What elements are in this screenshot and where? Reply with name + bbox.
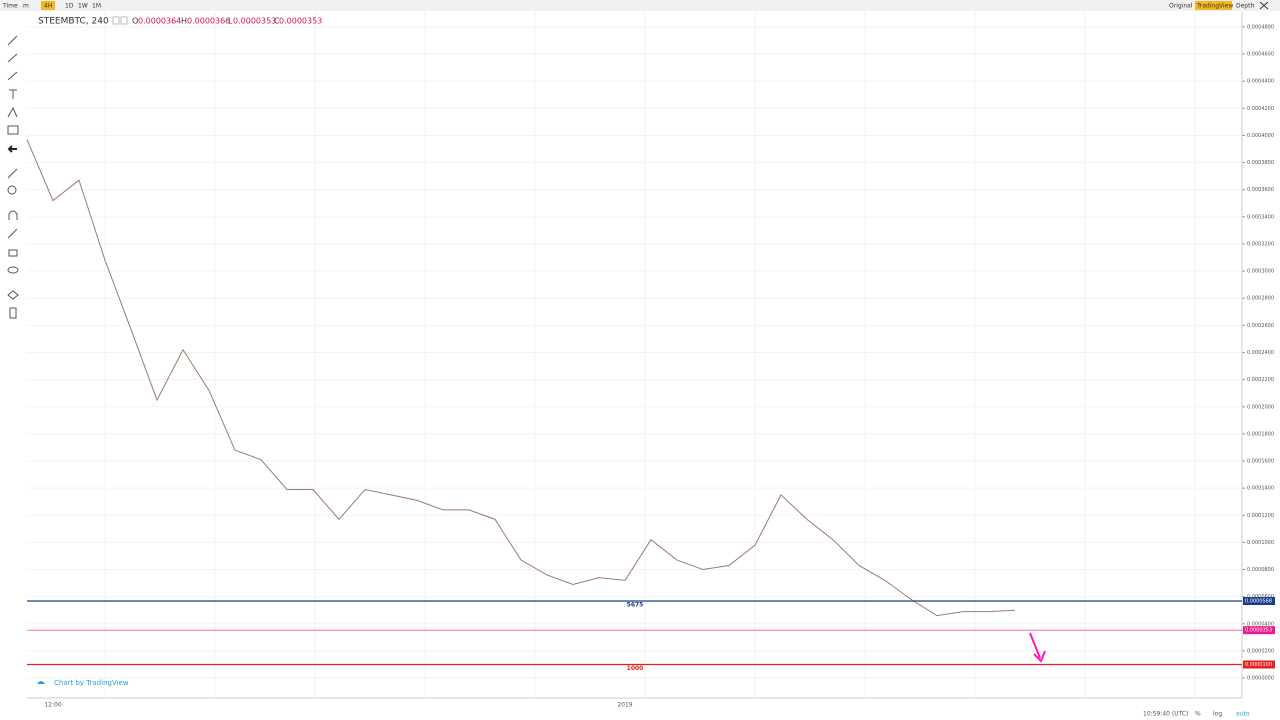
toolbar-item[interactable]: 1M — [92, 3, 101, 10]
clock: 10:59:40 (UTC) — [1143, 711, 1188, 718]
legend: STEEMBTC, 240 O 0.0000364 H 0.0000366 L … — [38, 16, 322, 27]
y-tick-label: 0.0004200 — [1247, 106, 1274, 112]
footer-button[interactable]: % — [1195, 711, 1201, 718]
legend-value: 0.0000364 — [138, 17, 181, 26]
price-tag-label: 0.0000568 — [1245, 599, 1272, 605]
legend-value: 0.0000366 — [187, 17, 230, 26]
y-tick-label: 0.0004400 — [1247, 79, 1274, 85]
toolbar-item[interactable]: Time — [2, 3, 18, 10]
y-tick-label: 0.0000200 — [1247, 648, 1274, 654]
vertical-grid — [104, 12, 1196, 698]
toolbar-item[interactable]: 1W — [78, 3, 88, 10]
toolbar-item[interactable]: m — [23, 3, 29, 10]
active-interval — [41, 1, 55, 10]
y-tick-label: 0.0000000 — [1247, 676, 1274, 682]
y-tick-label: 0.0003600 — [1247, 187, 1274, 193]
y-tick-label: 0.0001200 — [1247, 513, 1274, 519]
x-tick-label: 12:00 — [44, 702, 61, 709]
price-tag-label: 0.0000353 — [1245, 628, 1272, 634]
legend-value: 0.0000353 — [233, 17, 276, 26]
price-tag — [1243, 597, 1275, 606]
symbol: STEEMBTC, 240 — [38, 17, 109, 27]
y-tick-label: 0.0002200 — [1247, 377, 1274, 383]
toolbar-item[interactable]: 1D — [65, 3, 74, 10]
legend-button[interactable] — [120, 16, 128, 25]
y-tick-label: 0.0003800 — [1247, 160, 1274, 166]
y-tick-label: 0.0004800 — [1247, 24, 1274, 30]
toolbar-texts: Time m 4H 1D 1W 1M Original TradingView … — [2, 3, 1254, 10]
toolbar-item[interactable]: Depth — [1236, 3, 1254, 10]
y-tick-label: 0.0001400 — [1247, 486, 1274, 492]
price-tag-label: 0.0000100 — [1245, 662, 1272, 668]
legend-key: O — [132, 17, 138, 26]
tv-logo — [37, 681, 45, 684]
footer-button[interactable]: log — [1213, 711, 1222, 718]
footer: 10:59:40 (UTC) % log auto — [1143, 711, 1250, 718]
toolbar-item[interactable]: Original — [1169, 3, 1193, 10]
y-tick-label: 0.0003000 — [1247, 269, 1274, 275]
y-tick-label: 0.0004000 — [1247, 133, 1274, 139]
footer-button[interactable]: auto — [1236, 711, 1250, 718]
y-tick-label: 0.0003200 — [1247, 241, 1274, 247]
legend-button[interactable] — [112, 16, 120, 25]
price-line — [26, 139, 1016, 617]
top-toolbar — [0, 0, 1280, 11]
price-axis — [1242, 12, 1280, 698]
legend-key: C — [274, 17, 280, 26]
arrow-annotation — [1029, 632, 1046, 663]
x-tick-label: 2019 — [617, 702, 632, 709]
legend-key: L — [228, 17, 233, 26]
y-tick-label: 0.0001000 — [1247, 540, 1274, 546]
plot: 5675 0.0000568 0.0000353 1000 0.0000100 — [26, 139, 1275, 672]
left-toolbar — [0, 11, 26, 720]
toolbar-item[interactable]: TradingView — [1196, 3, 1233, 10]
active-view — [1195, 1, 1232, 10]
y-tick-label: 0.0000800 — [1247, 567, 1274, 573]
credit[interactable]: Chart by TradingView — [54, 679, 129, 687]
y-tick-label: 0.0001600 — [1247, 459, 1274, 465]
legend-value: 0.0000353 — [279, 17, 322, 26]
y-tick-label: 0.0000400 — [1247, 621, 1274, 627]
level-label: 5675 — [627, 602, 644, 609]
legend-key: H — [181, 17, 187, 26]
fullscreen-icon[interactable] — [1259, 1, 1269, 10]
y-tick-label: 0.0001800 — [1247, 431, 1274, 437]
level-label: 1000 — [627, 665, 644, 672]
y-tick-label: 0.0002400 — [1247, 350, 1274, 356]
y-tick-label: 0.0002000 — [1247, 404, 1274, 410]
price-tag — [1243, 660, 1275, 669]
toolbar-item[interactable]: 4H — [44, 3, 52, 10]
price-tag — [1243, 626, 1275, 635]
y-tick-label: 0.0002600 — [1247, 323, 1274, 329]
tool-icons — [7, 35, 19, 319]
y-tick-label: 0.0003400 — [1247, 214, 1274, 220]
grid: 0.00000000.00002000.00004000.00006000.00… — [27, 24, 1274, 709]
y-tick-label: 0.0002800 — [1247, 296, 1274, 302]
y-tick-label: 0.0004600 — [1247, 52, 1274, 58]
